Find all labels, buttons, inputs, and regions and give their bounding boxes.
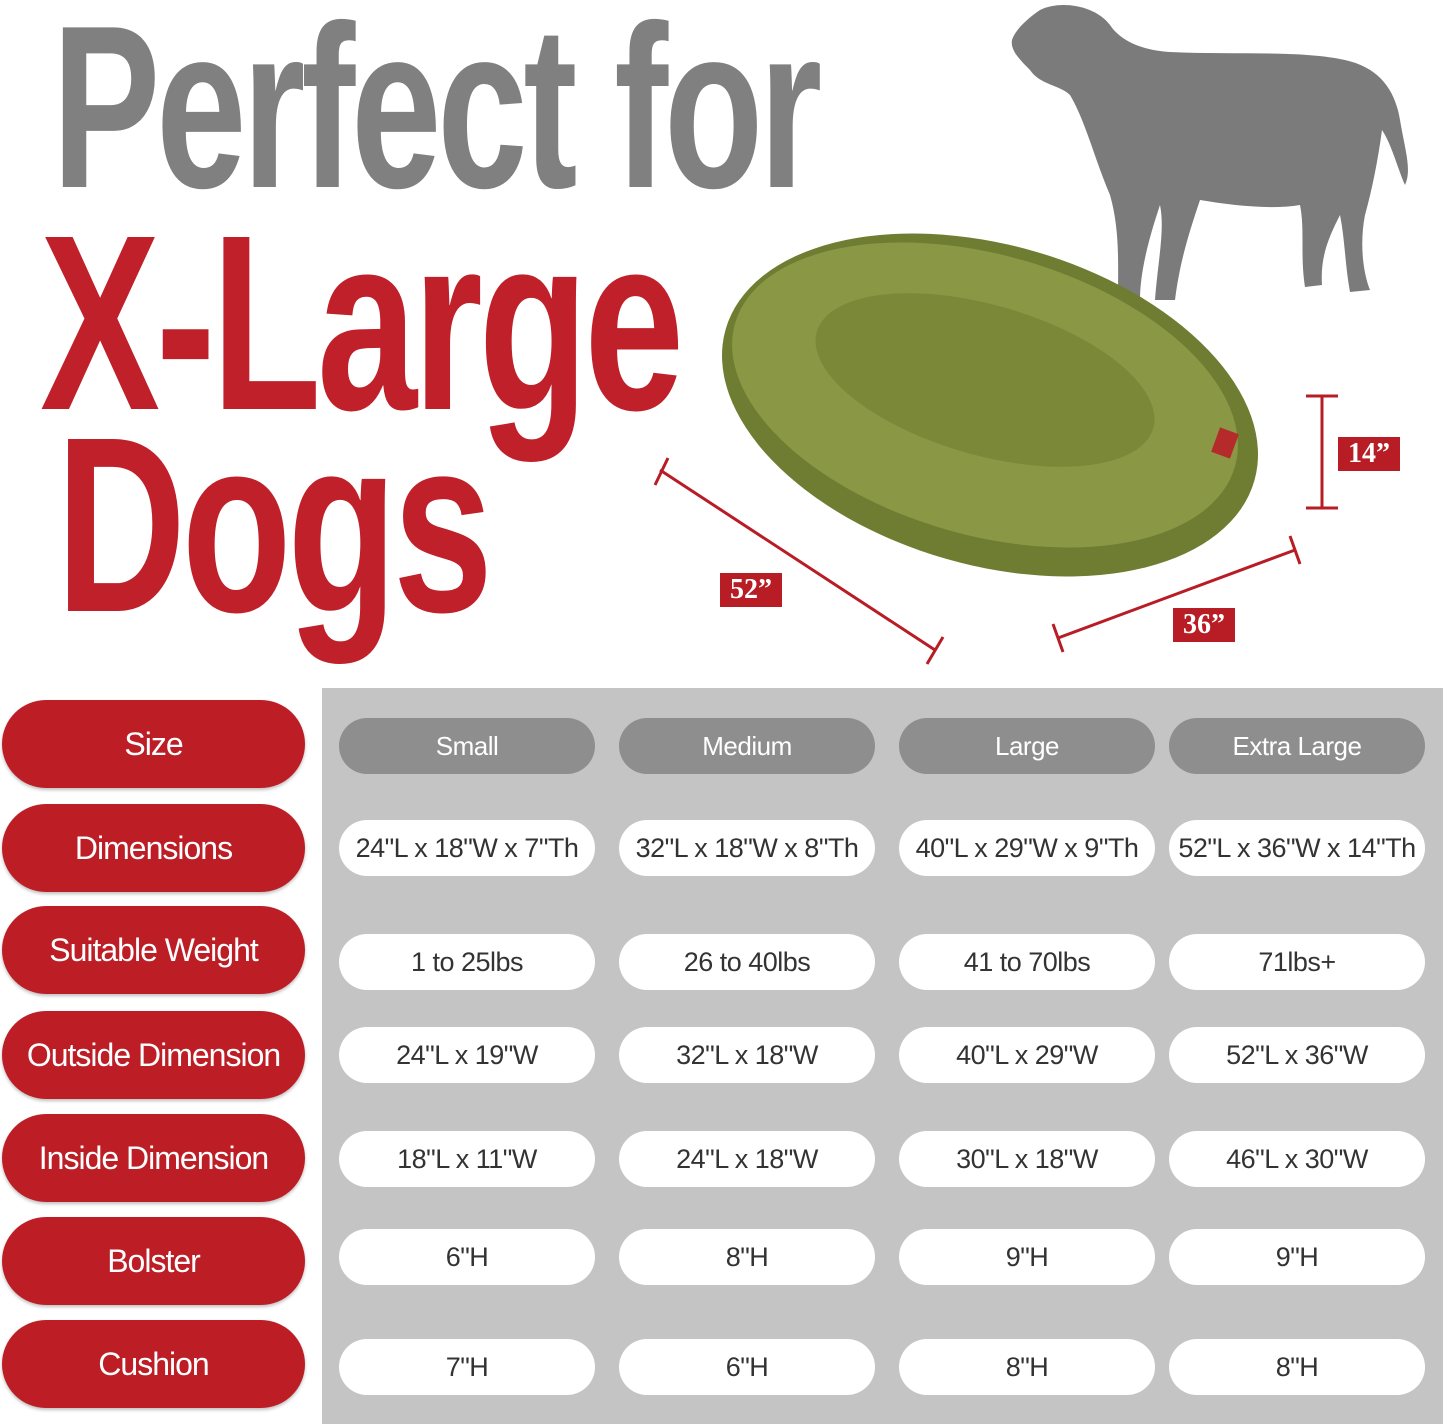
dog-bed-image: [721, 233, 1259, 577]
row-label: Inside Dimension: [2, 1114, 305, 1202]
table-cell: 9"H: [899, 1229, 1155, 1285]
row-label: Dimensions: [2, 804, 305, 892]
table-cell: 6"H: [339, 1229, 595, 1285]
dog-silhouette-icon: [1011, 5, 1408, 300]
length-label: 52”: [720, 573, 782, 607]
row-label: Cushion: [2, 1320, 305, 1408]
size-header-pill: Large: [899, 718, 1155, 774]
table-cell: 32"L x 18"W x 8"Th: [619, 820, 875, 876]
headline-perfect-for: Perfect for: [52, 0, 822, 237]
table-cell: 9"H: [1169, 1229, 1425, 1285]
row-label: Bolster: [2, 1217, 305, 1305]
size-header-pill: Small: [339, 718, 595, 774]
row-label: Suitable Weight: [2, 906, 305, 994]
row-label: Outside Dimension: [2, 1011, 305, 1099]
row-label: Size: [2, 700, 305, 788]
table-cell: 8"H: [899, 1339, 1155, 1395]
table-cell: 7"H: [339, 1339, 595, 1395]
table-cell: 52"L x 36"W x 14"Th: [1169, 820, 1425, 876]
dimension-lines: [653, 394, 1338, 665]
table-cell: 24"L x 18"W x 7"Th: [339, 820, 595, 876]
height-label: 14”: [1338, 437, 1400, 471]
headline-dogs: Dogs: [56, 385, 493, 664]
table-cell: 40"L x 29"W x 9"Th: [899, 820, 1155, 876]
table-cell: 1 to 25lbs: [339, 934, 595, 990]
size-header-pill: Extra Large: [1169, 718, 1425, 774]
table-cell: 52"L x 36"W: [1169, 1027, 1425, 1083]
table-cell: 26 to 40lbs: [619, 934, 875, 990]
table-cell: 46"L x 30"W: [1169, 1131, 1425, 1187]
table-cell: 18"L x 11"W: [339, 1131, 595, 1187]
table-cell: 41 to 70lbs: [899, 934, 1155, 990]
width-label: 36”: [1173, 608, 1235, 642]
table-cell: 32"L x 18"W: [619, 1027, 875, 1083]
table-cell: 40"L x 29"W: [899, 1027, 1155, 1083]
table-cell: 71lbs+: [1169, 934, 1425, 990]
table-cell: 8"H: [1169, 1339, 1425, 1395]
table-cell: 6"H: [619, 1339, 875, 1395]
table-cell: 30"L x 18"W: [899, 1131, 1155, 1187]
table-cell: 24"L x 19"W: [339, 1027, 595, 1083]
table-cell: 8"H: [619, 1229, 875, 1285]
size-header-pill: Medium: [619, 718, 875, 774]
table-cell: 24"L x 18"W: [619, 1131, 875, 1187]
headline-x-large: X-Large: [40, 183, 684, 462]
